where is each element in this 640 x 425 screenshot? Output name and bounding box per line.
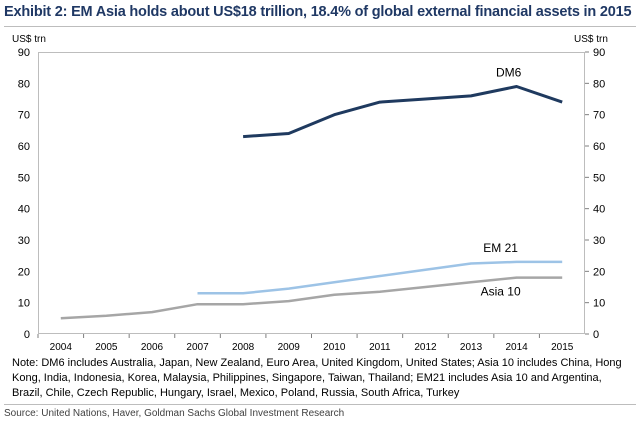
series-line-em-21 xyxy=(197,260,563,295)
y-tick-right: 0 xyxy=(593,329,599,341)
chart-title: Exhibit 2: EM Asia holds about US$18 tri… xyxy=(4,4,632,20)
y-tick-left: 50 xyxy=(18,172,30,184)
y-tick-left: 90 xyxy=(18,47,30,59)
y-tick-left: 30 xyxy=(18,235,30,247)
x-tick-label: 2012 xyxy=(414,342,437,353)
y-tick-left: 10 xyxy=(18,298,30,310)
plot-area xyxy=(38,52,585,334)
x-tick-label: 2011 xyxy=(369,342,391,353)
series-labels: DM6 EM 21 Asia 10 xyxy=(481,65,522,298)
series-line-dm6 xyxy=(242,85,563,139)
x-axis: 2004 2005 2006 2007 2008 2009 2010 2011 2012 2013… xyxy=(37,334,574,353)
y-tick-right: 70 xyxy=(593,110,605,122)
x-tick-label: 2015 xyxy=(551,342,574,353)
y-tick-right: 30 xyxy=(593,235,605,247)
x-tick-label: 2006 xyxy=(141,342,164,353)
chart-source: Source: United Nations, Haver, Goldman S… xyxy=(4,408,345,419)
title-underline xyxy=(4,26,636,27)
line-chart: US$ trn US$ trn 0 10 20 30 40 50 60 70 80 90 0 10 2… xyxy=(12,34,608,353)
y-tick-left: 70 xyxy=(18,110,30,122)
y-tick-left: 0 xyxy=(24,329,30,341)
source-divider xyxy=(4,404,636,405)
y-tick-left: 40 xyxy=(18,204,30,216)
series-line-asia-10 xyxy=(60,276,563,320)
y-tick-right: 40 xyxy=(593,204,605,216)
x-tick-label: 2008 xyxy=(232,342,255,353)
x-tick-label: 2004 xyxy=(50,342,73,353)
series-label: Asia 10 xyxy=(481,285,521,299)
x-tick-label: 2014 xyxy=(506,342,529,353)
y-tick-right: 60 xyxy=(593,141,605,153)
y-tick-right: 10 xyxy=(593,298,605,310)
x-tick-label: 2013 xyxy=(460,342,483,353)
left-axis-unit: US$ trn xyxy=(12,34,46,45)
y-tick-right: 50 xyxy=(593,172,605,184)
chart-note: Note: DM6 includes Australia, Japan, New… xyxy=(12,357,622,399)
y-tick-left: 80 xyxy=(18,78,30,90)
series-label: EM 21 xyxy=(483,241,518,255)
right-y-axis: 0 10 20 30 40 50 60 70 80 90 xyxy=(585,47,605,341)
y-tick-right: 20 xyxy=(593,266,605,278)
y-tick-left: 60 xyxy=(18,141,30,153)
x-tick-label: 2010 xyxy=(323,342,346,353)
x-tick-label: 2009 xyxy=(278,342,301,353)
right-axis-unit: US$ trn xyxy=(574,34,608,45)
series-label: DM6 xyxy=(496,65,522,79)
y-tick-right: 80 xyxy=(593,78,605,90)
x-tick-label: 2005 xyxy=(95,342,118,353)
left-y-axis: 0 10 20 30 40 50 60 70 80 90 xyxy=(18,47,30,341)
series-group xyxy=(60,85,563,320)
y-tick-left: 20 xyxy=(18,266,30,278)
y-tick-right: 90 xyxy=(593,47,605,59)
x-tick-label: 2007 xyxy=(186,342,209,353)
